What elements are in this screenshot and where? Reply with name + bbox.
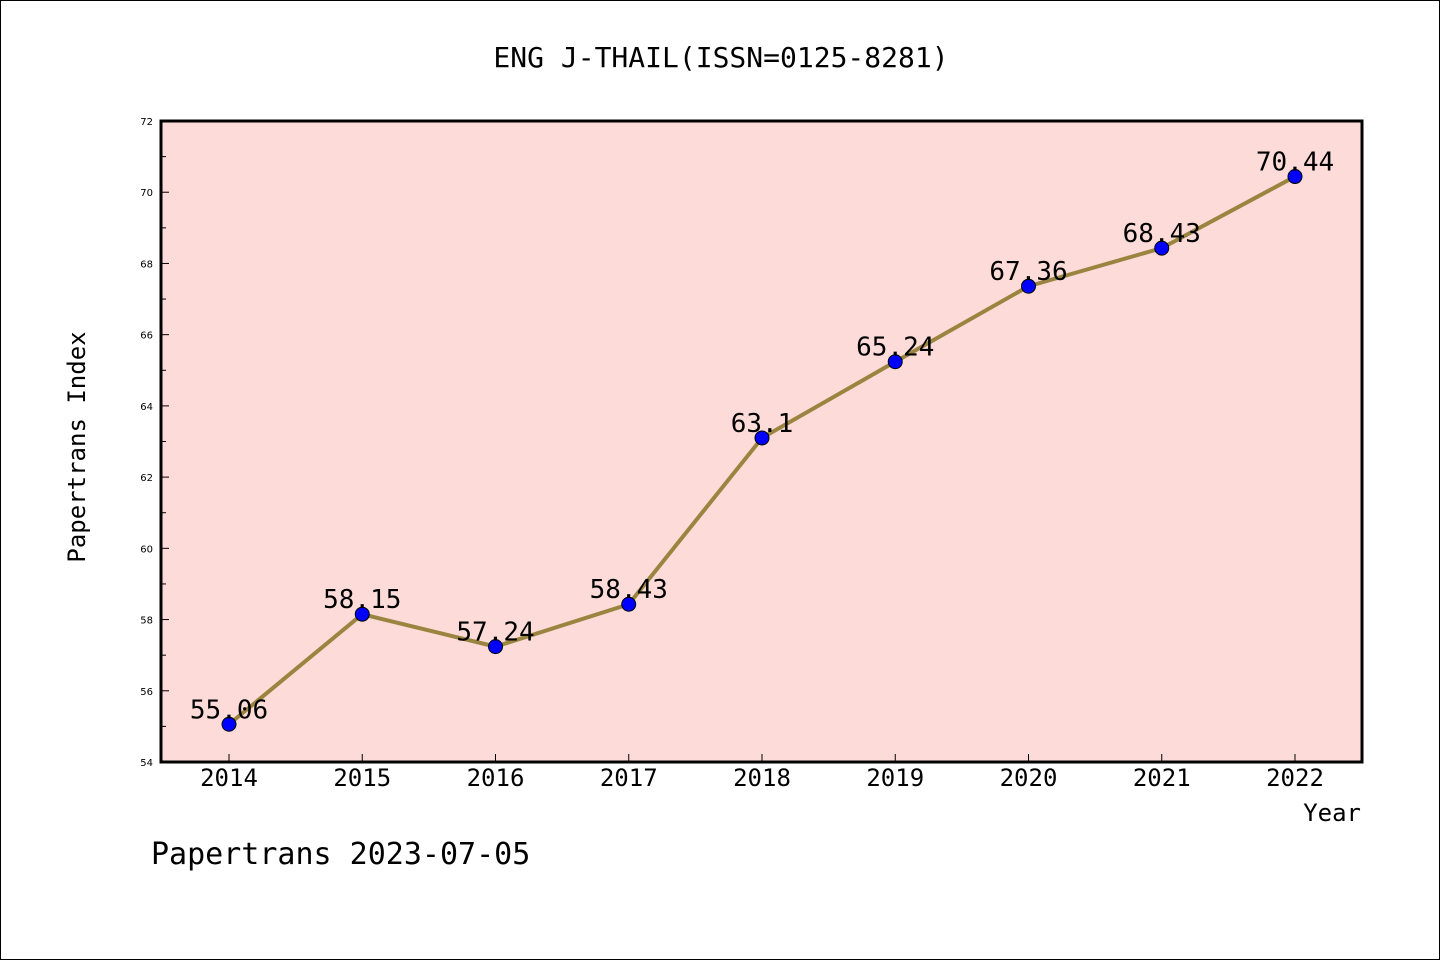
data-label: 67.36 [989,257,1067,287]
x-tick-label: 2021 [1133,764,1191,792]
y-axis-label: Papertrans Index [63,331,91,562]
y-tick-label: 70 [140,188,153,199]
data-label: 65.24 [856,333,934,363]
data-label: 68.43 [1123,219,1201,249]
y-tick-label: 64 [140,402,153,413]
data-label: 57.24 [456,618,534,648]
data-points [221,169,1303,732]
data-label: 70.44 [1256,148,1334,178]
data-label: 58.15 [323,585,401,615]
data-point [1154,240,1170,256]
data-point [354,606,370,622]
data-label: 63.1 [731,409,794,439]
x-tick-label: 2015 [333,764,391,792]
y-tick-label: 58 [140,616,153,627]
y-axis: 54 56 58 60 62 64 66 68 70 72 [140,117,169,769]
x-tick-label: 2019 [866,764,924,792]
chart-title: ENG J-THAIL(ISSN=0125-8281) [493,41,948,74]
data-point [221,716,237,732]
data-label: 58.43 [590,575,668,605]
data-point [621,596,637,612]
y-tick-label: 72 [140,117,153,128]
x-tick-label: 2022 [1266,764,1324,792]
data-point [1287,169,1303,185]
x-axis: 2014 2015 2016 2017 2018 2019 2020 2021 2022 [200,754,1324,792]
y-tick-label: 60 [140,544,153,555]
y-tick-label: 66 [140,331,153,342]
x-tick-label: 2017 [600,764,658,792]
x-tick-label: 2020 [1000,764,1058,792]
data-point [488,639,503,655]
footer-credit: Papertrans 2023-07-05 [151,837,530,872]
data-point [1021,278,1036,294]
data-point [887,354,903,370]
data-label: 55.06 [190,695,268,725]
data-point [754,430,770,446]
x-axis-label: Year [1303,799,1361,827]
data-labels: 55.06 58.15 57.24 58.43 63.1 65.24 67.36 68.43 7… [190,148,1334,726]
x-tick-label: 2018 [733,764,791,792]
y-tick-label: 62 [140,473,153,484]
y-tick-label: 54 [140,758,153,769]
x-tick-label: 2016 [467,764,525,792]
y-tick-label: 56 [140,687,153,698]
y-tick-label: 68 [140,259,153,270]
x-tick-label: 2014 [200,764,258,792]
